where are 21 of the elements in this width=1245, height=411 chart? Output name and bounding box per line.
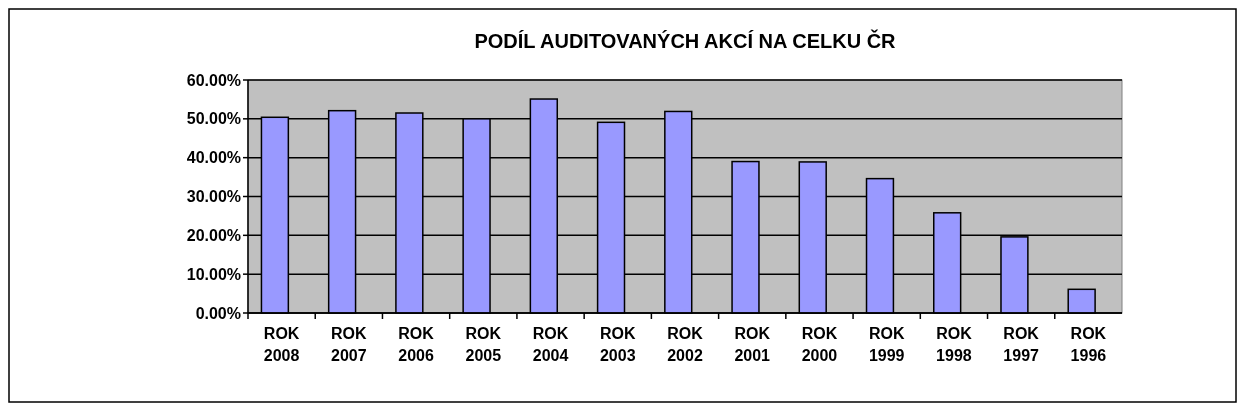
y-tick-label: 10.00% — [186, 265, 241, 283]
x-tick-label: ROK 2001 — [734, 325, 771, 364]
chart-title: PODÍL AUDITOVANÝCH AKCÍ NA CELKU ČR — [474, 29, 897, 52]
x-tick-label: ROK 2006 — [398, 325, 435, 364]
y-tick-label: 60.00% — [186, 71, 241, 89]
x-tick-label: ROK 2003 — [599, 325, 636, 364]
x-tick-label: ROK 1997 — [1003, 325, 1040, 364]
x-tick-label: ROK 2008 — [263, 325, 300, 364]
y-tick-label: 20.00% — [186, 226, 241, 244]
y-tick-label: 50.00% — [186, 110, 241, 128]
y-tick-label: 40.00% — [186, 149, 241, 167]
x-tick-label: ROK 2002 — [667, 325, 704, 364]
y-tick-label: 30.00% — [186, 188, 241, 206]
x-tick-label: ROK 1996 — [1070, 325, 1107, 364]
y-tick-label: 0.00% — [195, 304, 241, 322]
x-tick-label: ROK 2005 — [465, 325, 502, 364]
x-tick-label: ROK 2000 — [801, 325, 838, 364]
x-tick-label: ROK 2007 — [331, 325, 368, 364]
x-tick-label: ROK 1999 — [868, 325, 905, 364]
x-tick-label: ROK 2004 — [532, 325, 569, 364]
x-tick-label: ROK 1998 — [936, 325, 973, 364]
